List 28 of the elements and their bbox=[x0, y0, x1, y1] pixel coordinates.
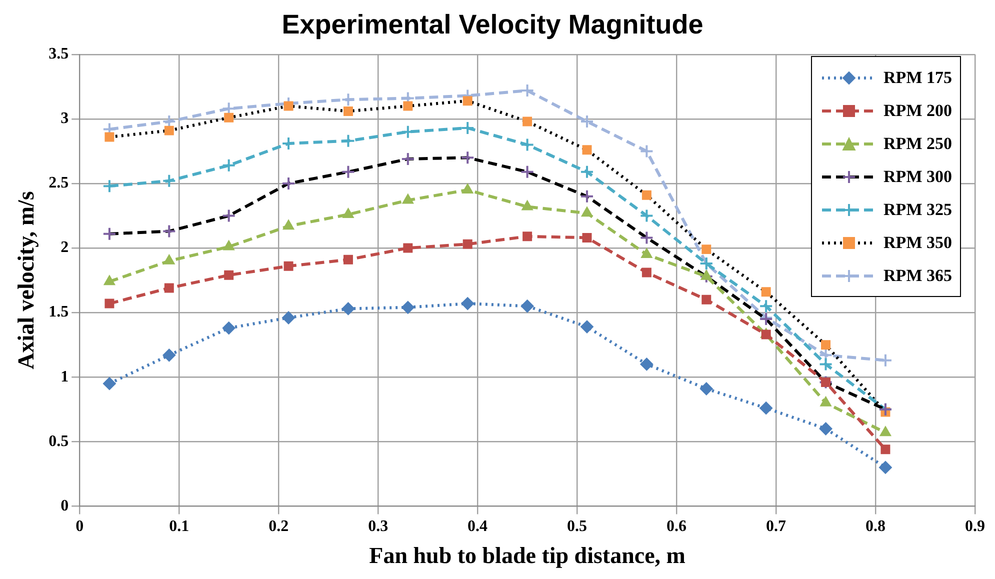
legend-label: RPM 175 bbox=[884, 68, 952, 88]
x-tick-label: 0 bbox=[76, 518, 84, 535]
legend-label: RPM 200 bbox=[884, 100, 952, 121]
y-tick-label: 2.5 bbox=[48, 174, 69, 192]
x-tick-label: 0.4 bbox=[468, 518, 488, 535]
y-tick-label: 3 bbox=[60, 110, 69, 128]
x-tick-label: 0.6 bbox=[666, 518, 687, 535]
legend-label: RPM 365 bbox=[884, 266, 952, 286]
legend-label: RPM 300 bbox=[884, 166, 952, 187]
chart-title: Experimental Velocity Magnitude bbox=[282, 10, 704, 40]
legend-label: RPM 350 bbox=[884, 232, 952, 253]
y-tick-label: 1 bbox=[60, 368, 69, 386]
y-axis-title: Axial velocity, m/s bbox=[14, 191, 39, 370]
legend-label: RPM 250 bbox=[884, 134, 952, 154]
x-tick-label: 0.9 bbox=[965, 518, 985, 535]
x-tick-label: 0.7 bbox=[766, 518, 786, 535]
y-tick-label: 3.5 bbox=[48, 46, 69, 63]
legend-label: RPM 325 bbox=[884, 200, 952, 220]
y-tick-label: 0.5 bbox=[48, 432, 69, 450]
x-tick-label: 0.8 bbox=[866, 518, 886, 535]
x-tick-label: 0.5 bbox=[567, 518, 588, 535]
y-tick-label: 0 bbox=[60, 497, 69, 514]
x-axis-title: Fan hub to blade tip distance, m bbox=[369, 543, 686, 568]
x-tick-label: 0.3 bbox=[368, 518, 388, 535]
x-tick-label: 0.2 bbox=[268, 518, 289, 535]
x-tick-label: 0.1 bbox=[169, 518, 190, 535]
y-tick-label: 2 bbox=[60, 239, 69, 256]
y-tick-label: 1.5 bbox=[48, 304, 69, 321]
